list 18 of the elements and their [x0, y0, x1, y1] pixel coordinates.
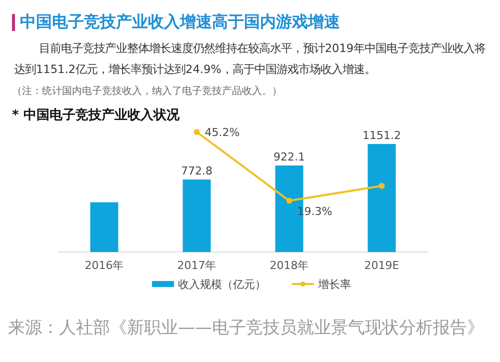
legend-label: 增长率: [317, 278, 351, 291]
annotation: 来源：人社部《新职业——电子竞技员就业景气现状分析报告》: [8, 317, 484, 339]
x-tick-label: 2018年: [270, 259, 309, 272]
subtitle: 目前电子竞技产业整体增长速度仍然维持在较高水平，预计2019年中国电子竞技产业收入将达到1151.2亿元，增长率预计达到24.9%，高于中国游戏市场收入增速。: [14, 41, 487, 78]
data-label: 772.8: [181, 164, 212, 178]
x-tick-label: 2016年: [84, 259, 124, 272]
data-label: 1151.2: [362, 129, 401, 142]
annotation: * 中国电子竞技产业收入状况: [12, 106, 180, 124]
legend-label: 收入规模（亿元）: [178, 278, 266, 291]
x-tick-label: 2017年: [177, 259, 216, 272]
title: 中国电子竞技产业收入增速高于国内游戏增速: [20, 12, 340, 33]
x-tick-label: 2019E: [364, 259, 400, 272]
data-label: 922.1: [274, 150, 305, 164]
bar: [90, 202, 118, 252]
bar: [182, 180, 211, 252]
data-label: 45.2%: [204, 126, 240, 139]
annotation: （注：统计国内电子竞技收入，纳入了电子竞技产品收入。）: [12, 84, 282, 98]
bar: [368, 144, 396, 252]
